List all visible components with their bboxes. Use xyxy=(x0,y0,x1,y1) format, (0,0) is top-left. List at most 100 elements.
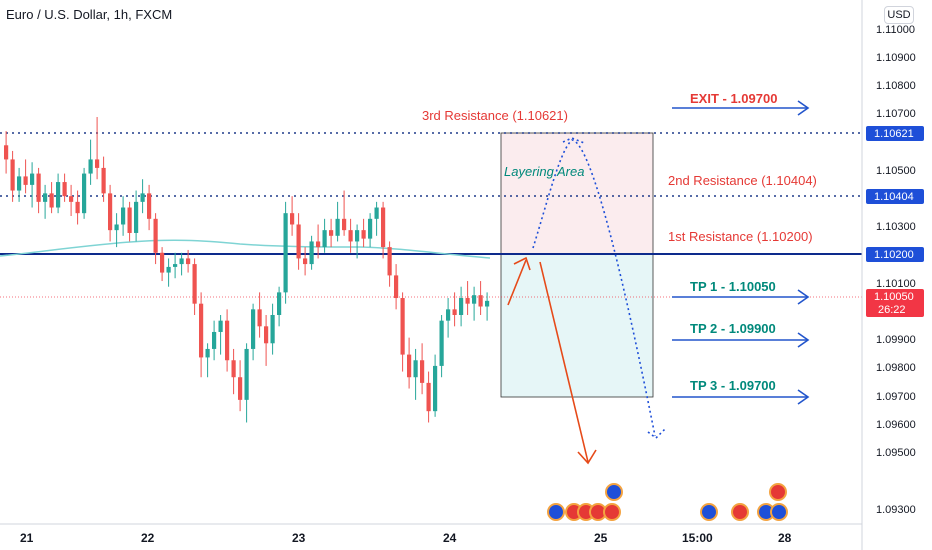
candle-body xyxy=(82,173,87,214)
exit-arrow[interactable] xyxy=(672,100,810,116)
candle-body xyxy=(335,218,340,236)
tp1-arrow[interactable] xyxy=(672,289,810,305)
svg-text:26:22: 26:22 xyxy=(878,304,906,316)
candle-body xyxy=(407,354,412,378)
candle-body xyxy=(322,230,327,248)
y-tick: 1.10800 xyxy=(876,80,916,92)
candle-body xyxy=(426,382,431,412)
y-tick: 1.09300 xyxy=(876,504,916,516)
candle-body xyxy=(10,159,15,191)
y-tick: 1.10100 xyxy=(876,278,916,290)
candle-body xyxy=(251,309,256,349)
eu-event-icon xyxy=(700,503,718,521)
currency-button[interactable]: USD xyxy=(884,6,914,24)
candle-body xyxy=(101,167,106,194)
candle-body xyxy=(478,295,483,307)
y-tick: 1.10500 xyxy=(876,165,916,177)
level-tag-2[interactable]: 1.10404 xyxy=(866,189,924,204)
candle-body xyxy=(160,252,165,273)
candle-body xyxy=(368,218,373,239)
layering-projection-path[interactable] xyxy=(532,137,667,440)
candle-body xyxy=(140,193,145,202)
candle-body xyxy=(231,360,236,378)
y-tick: 1.09700 xyxy=(876,391,916,403)
tp2-arrow[interactable] xyxy=(672,332,810,348)
candle-body xyxy=(439,320,444,366)
candle-body xyxy=(290,213,295,225)
buy-target-zone xyxy=(500,253,654,398)
candle-body xyxy=(283,213,288,293)
candle-body xyxy=(186,258,191,265)
buy-projection-arrow[interactable] xyxy=(507,256,531,306)
tp3-arrow[interactable] xyxy=(672,389,810,405)
x-tick: 24 xyxy=(443,531,457,545)
y-tick: 1.09800 xyxy=(876,362,916,374)
tp1-label: TP 1 - 1.10050 xyxy=(690,279,776,294)
x-tick: 22 xyxy=(141,531,155,545)
moving-average-line xyxy=(0,239,491,259)
x-tick: 21 xyxy=(20,531,34,545)
candle-body xyxy=(309,241,314,265)
candle-body xyxy=(127,207,132,233)
candle-body xyxy=(400,298,405,355)
svg-text:1.10404: 1.10404 xyxy=(874,191,914,203)
resistance-1-label: 1st Resistance (1.10200) xyxy=(668,229,813,244)
candle-body xyxy=(452,309,457,315)
candle-body xyxy=(238,377,243,400)
eu-event-icon xyxy=(605,483,623,501)
candle-body xyxy=(121,207,126,225)
candle-body xyxy=(446,309,451,321)
chart-title: Euro / U.S. Dollar, 1h, FXCM xyxy=(6,7,173,22)
candle-body xyxy=(296,224,301,259)
y-tick: 1.10300 xyxy=(876,221,916,233)
candle-body xyxy=(218,320,223,332)
candle-body xyxy=(43,193,48,202)
candle-body xyxy=(49,193,54,208)
candle-body xyxy=(303,258,308,265)
candle-body xyxy=(4,145,9,160)
candlestick-series xyxy=(4,117,490,423)
candle-body xyxy=(413,360,418,378)
candle-body xyxy=(316,241,321,248)
candle-body xyxy=(56,182,61,208)
x-tick: 23 xyxy=(292,531,306,545)
candle-body xyxy=(355,230,360,242)
svg-text:1.10050: 1.10050 xyxy=(874,291,914,303)
us-event-icon xyxy=(731,503,749,521)
us-event-icon xyxy=(603,503,621,521)
candle-body xyxy=(342,218,347,231)
candle-body xyxy=(329,230,334,236)
candle-body xyxy=(225,320,230,361)
level-tag-3[interactable]: 1.10621 xyxy=(866,126,924,141)
economic-event-markers[interactable] xyxy=(547,483,788,521)
level-tag-1[interactable]: 1.10200 xyxy=(866,247,924,262)
candle-body xyxy=(173,264,178,267)
candle-body xyxy=(459,298,464,315)
svg-text:1.10621: 1.10621 xyxy=(874,128,914,140)
y-tick: 1.10700 xyxy=(876,108,916,120)
candle-body xyxy=(485,300,490,307)
x-tick: 15:00 xyxy=(682,531,713,545)
candle-body xyxy=(387,247,392,276)
candle-body xyxy=(75,201,80,214)
eu-event-icon xyxy=(770,503,788,521)
tp3-label: TP 3 - 1.09700 xyxy=(690,378,776,393)
candle-body xyxy=(381,207,386,248)
candle-body xyxy=(114,224,119,231)
y-tick: 1.09900 xyxy=(876,334,916,346)
x-tick: 28 xyxy=(778,531,792,545)
y-tick: 1.11000 xyxy=(876,24,915,36)
candle-body xyxy=(361,230,366,239)
candle-body xyxy=(264,326,269,344)
candle-body xyxy=(95,159,100,168)
tp2-label: TP 2 - 1.09900 xyxy=(690,321,776,336)
candle-body xyxy=(134,201,139,233)
candle-body xyxy=(36,173,41,202)
resistance-2-label: 2nd Resistance (1.10404) xyxy=(668,173,817,188)
candle-body xyxy=(270,315,275,344)
sell-projection-arrow[interactable] xyxy=(539,261,597,465)
current-price-tag[interactable]: 1.10050 26:22 xyxy=(866,289,924,317)
candle-body xyxy=(166,266,171,273)
zone-label: Layering Area xyxy=(504,164,584,179)
